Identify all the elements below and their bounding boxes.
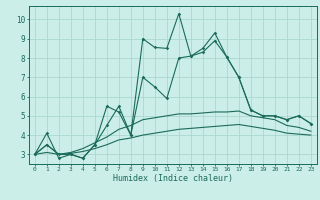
X-axis label: Humidex (Indice chaleur): Humidex (Indice chaleur) (113, 174, 233, 183)
